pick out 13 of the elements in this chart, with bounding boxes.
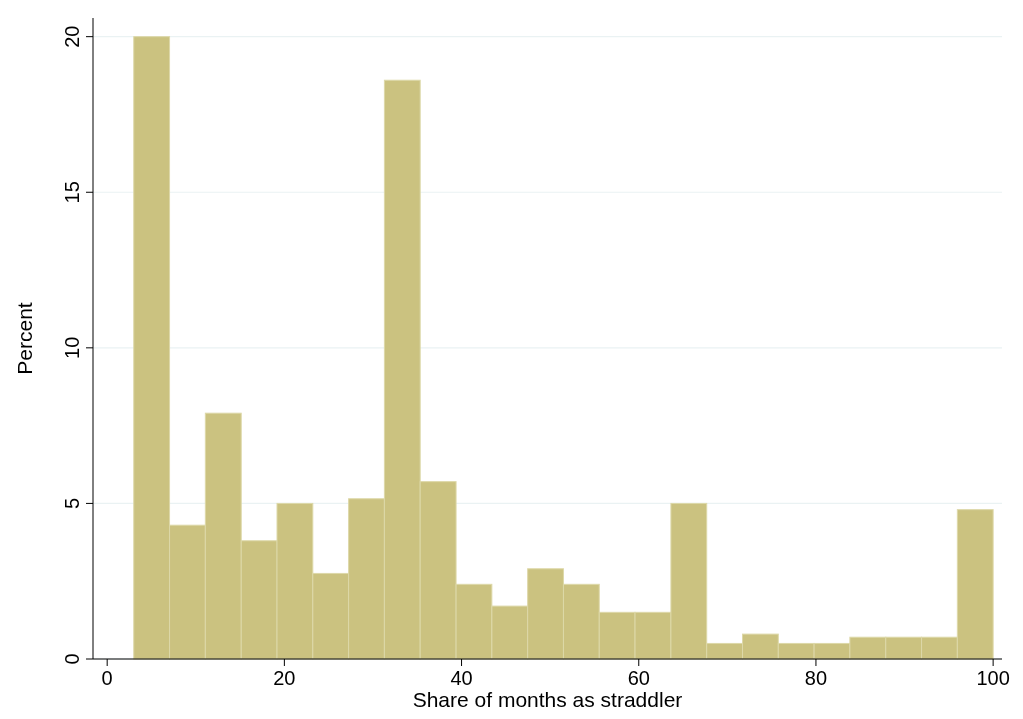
y-tick-label: 20 [61, 25, 83, 48]
x-tick-label: 60 [627, 667, 650, 689]
x-tick-label: 40 [450, 667, 473, 689]
y-tick-label: 0 [61, 653, 83, 665]
y-tick-label: 5 [61, 497, 83, 509]
y-tick-label: 10 [61, 336, 83, 359]
x-tick-label: 100 [976, 667, 1010, 689]
x-tick-label: 20 [273, 667, 296, 689]
y-axis-title: Percent [13, 302, 36, 375]
y-tick-label: 15 [61, 181, 83, 204]
x-axis-title: Share of months as straddler [412, 688, 683, 711]
x-tick-label: 80 [804, 667, 828, 689]
x-tick-label: 0 [101, 667, 113, 689]
